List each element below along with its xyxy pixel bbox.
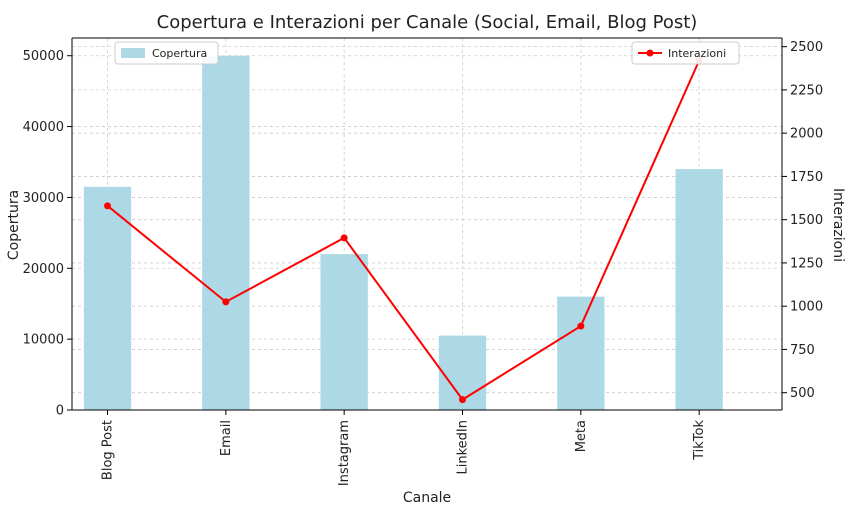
y-right-tick-label: 500 bbox=[790, 386, 815, 401]
y-right-tick-label: 750 bbox=[790, 343, 815, 358]
x-tick-label: LinkedIn bbox=[456, 420, 471, 474]
y-left-axis-label: Copertura bbox=[6, 190, 22, 260]
x-tick-label: Email bbox=[219, 420, 234, 456]
y-right-tick-label: 1250 bbox=[790, 256, 823, 271]
y-right-tick-labels: 500 750 1000 1250 1500 1750 2000 2250 2500 bbox=[782, 40, 823, 401]
legend-box bbox=[114, 41, 219, 65]
x-tick-label: TikTok bbox=[692, 420, 707, 461]
bar-copertura bbox=[557, 296, 605, 410]
point-interazioni bbox=[222, 298, 230, 306]
y-left-tick-label: 20000 bbox=[23, 262, 64, 277]
bar-copertura bbox=[675, 169, 723, 410]
point-interazioni bbox=[577, 322, 585, 330]
legend-label-interazioni: Interazioni bbox=[668, 47, 726, 60]
x-tick-label: Meta bbox=[574, 420, 589, 452]
point-interazioni bbox=[459, 396, 466, 404]
y-left-tick-label: 30000 bbox=[23, 191, 64, 206]
y-left-tick-label: 10000 bbox=[23, 333, 64, 348]
y-left-tick-labels: 0 10000 20000 30000 40000 50000 bbox=[23, 49, 72, 419]
x-axis-label: Canale bbox=[403, 490, 451, 506]
bar-copertura bbox=[83, 186, 132, 410]
legend-marker-interazioni bbox=[646, 49, 654, 57]
y-right-tick-label: 2500 bbox=[790, 40, 823, 55]
point-interazioni bbox=[104, 202, 111, 210]
y-right-tick-label: 2250 bbox=[790, 83, 823, 98]
legend-copertura: Copertura bbox=[114, 41, 219, 65]
y-right-tick-label: 1750 bbox=[790, 170, 823, 185]
y-left-tick-label: 0 bbox=[56, 404, 64, 419]
point-interazioni bbox=[340, 234, 348, 242]
y-left-tick-label: 40000 bbox=[23, 120, 64, 135]
bar-copertura bbox=[320, 254, 368, 410]
x-tick-label: Blog Post bbox=[101, 420, 116, 480]
bar-series-copertura bbox=[83, 55, 723, 410]
y-right-tick-label: 1000 bbox=[790, 300, 823, 315]
axes bbox=[71, 37, 783, 411]
legend-interazioni: Interazioni bbox=[631, 41, 740, 65]
x-tick-labels: Blog Post Email Instagram LinkedIn Meta TikTo… bbox=[101, 410, 707, 486]
legend-swatch-copertura bbox=[121, 48, 145, 58]
bar-copertura bbox=[202, 55, 250, 410]
legend-box bbox=[631, 41, 740, 65]
chart-title: Copertura e Interazioni per Canale (Soci… bbox=[157, 12, 698, 33]
y-left-tick-label: 50000 bbox=[23, 49, 64, 64]
y-right-tick-label: 1500 bbox=[790, 213, 823, 228]
line-interazioni bbox=[106, 60, 701, 401]
x-tick-label: Instagram bbox=[337, 420, 352, 486]
y-right-tick-label: 2000 bbox=[790, 127, 823, 142]
legend-label-copertura: Copertura bbox=[152, 47, 207, 60]
y-right-axis-label: Interazioni bbox=[830, 188, 846, 262]
line-series-interazioni bbox=[104, 56, 703, 404]
